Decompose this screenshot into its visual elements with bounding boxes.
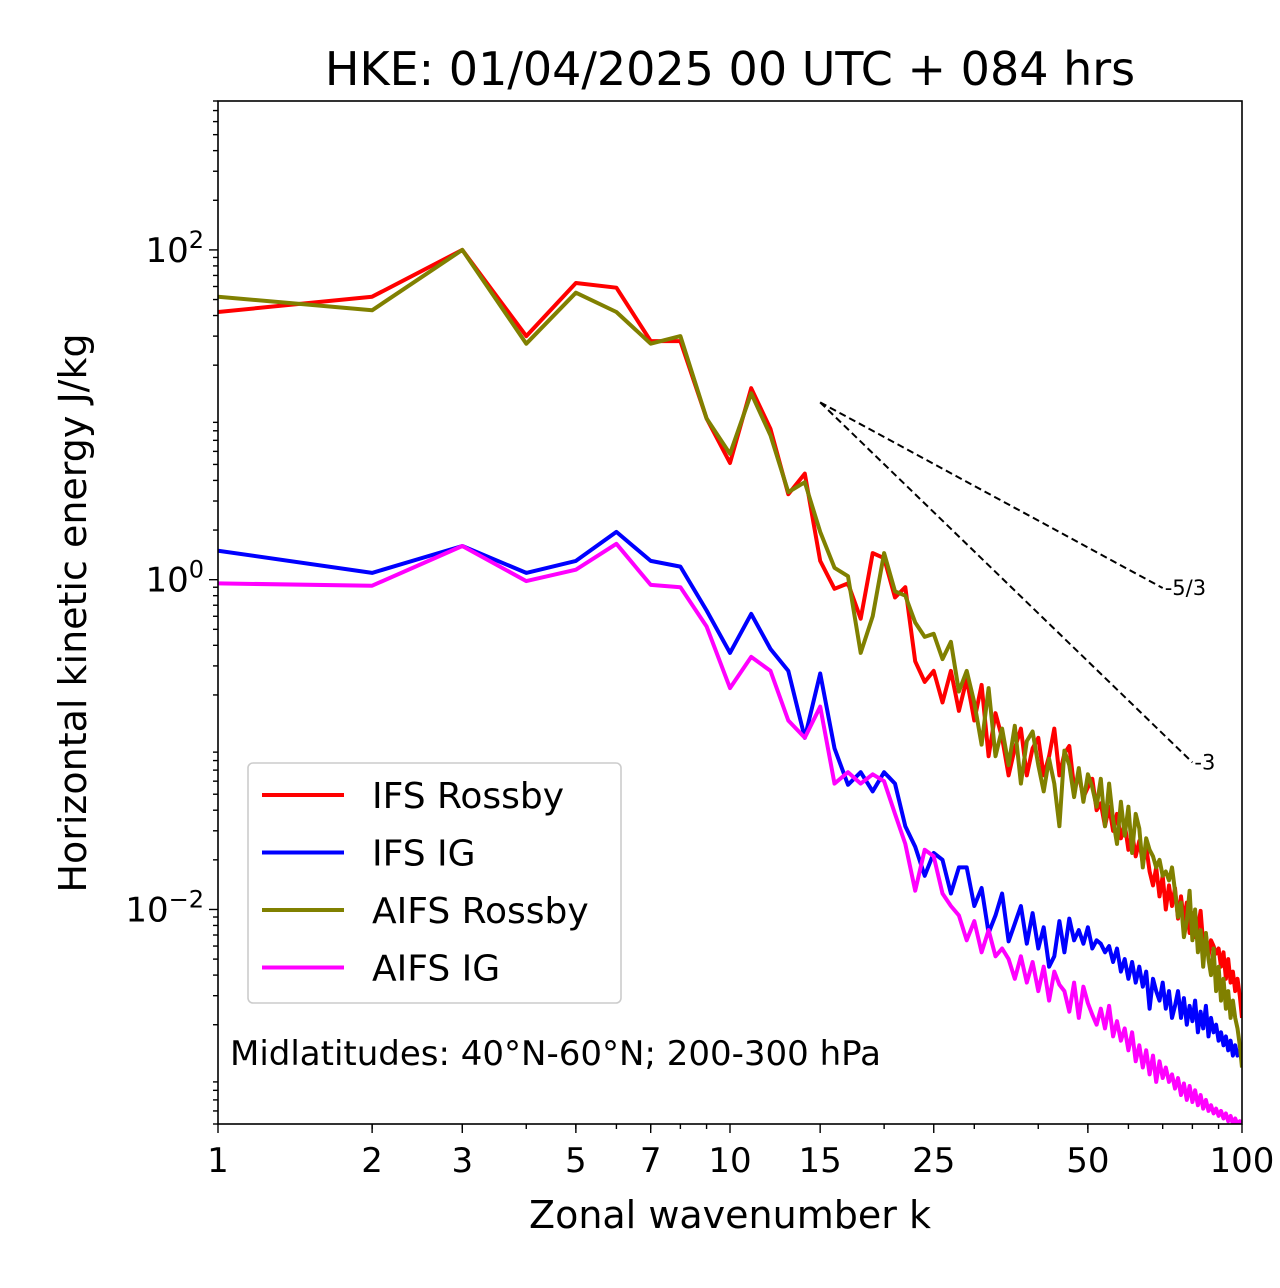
x-tick-label: 1 xyxy=(207,1141,229,1181)
legend-label: IFS Rossby xyxy=(372,776,564,817)
x-axis-ticks: 1 2 3 5 7 10 15 25 50 100 xyxy=(207,1124,1274,1181)
y-tick-label: 102 xyxy=(145,226,204,271)
x-tick-label: 2 xyxy=(361,1141,383,1181)
x-tick-label: 15 xyxy=(799,1141,842,1181)
y-tick-label: 10−2 xyxy=(125,885,204,930)
x-tick-label: 100 xyxy=(1210,1141,1275,1181)
reference-slope-line xyxy=(819,401,1194,764)
chart-title: HKE: 01/04/2025 00 UTC + 084 hrs xyxy=(325,42,1135,96)
x-tick-label: 50 xyxy=(1066,1141,1109,1181)
x-tick-label: 10 xyxy=(708,1141,751,1181)
region-annotation: Midlatitudes: 40°N-60°N; 200-300 hPa xyxy=(230,1034,881,1074)
x-tick-label: 25 xyxy=(912,1141,955,1181)
series-lines xyxy=(218,247,1242,1124)
x-tick-label: 3 xyxy=(451,1141,473,1181)
reference-slope-label: -5/3 xyxy=(1165,576,1206,600)
legend-box xyxy=(247,762,622,1004)
legend-label: IFS IG xyxy=(372,834,476,875)
legend: IFS Rossby IFS IG AIFS Rossby AIFS IG xyxy=(247,762,622,1004)
series-line-aifs-rossby xyxy=(218,247,1242,1068)
y-axis-label: Horizontal kinetic energy J/kg xyxy=(51,333,95,892)
x-tick-label: 5 xyxy=(565,1141,587,1181)
reference-slope-line xyxy=(819,401,1164,589)
x-axis-label: Zonal wavenumber k xyxy=(529,1193,931,1237)
reference-slope-label: -3 xyxy=(1194,750,1215,774)
plot-area-frame xyxy=(217,100,1243,1125)
series-line-aifs-ig xyxy=(218,541,1242,1124)
y-tick-label: 100 xyxy=(145,556,204,601)
y-axis-ticks: 102 100 10−2 xyxy=(125,226,218,930)
reference-slopes: -5/3 -3 xyxy=(819,401,1215,774)
legend-label: AIFS IG xyxy=(372,949,500,990)
x-tick-label: 7 xyxy=(640,1141,662,1181)
legend-label: AIFS Rossby xyxy=(372,891,589,932)
